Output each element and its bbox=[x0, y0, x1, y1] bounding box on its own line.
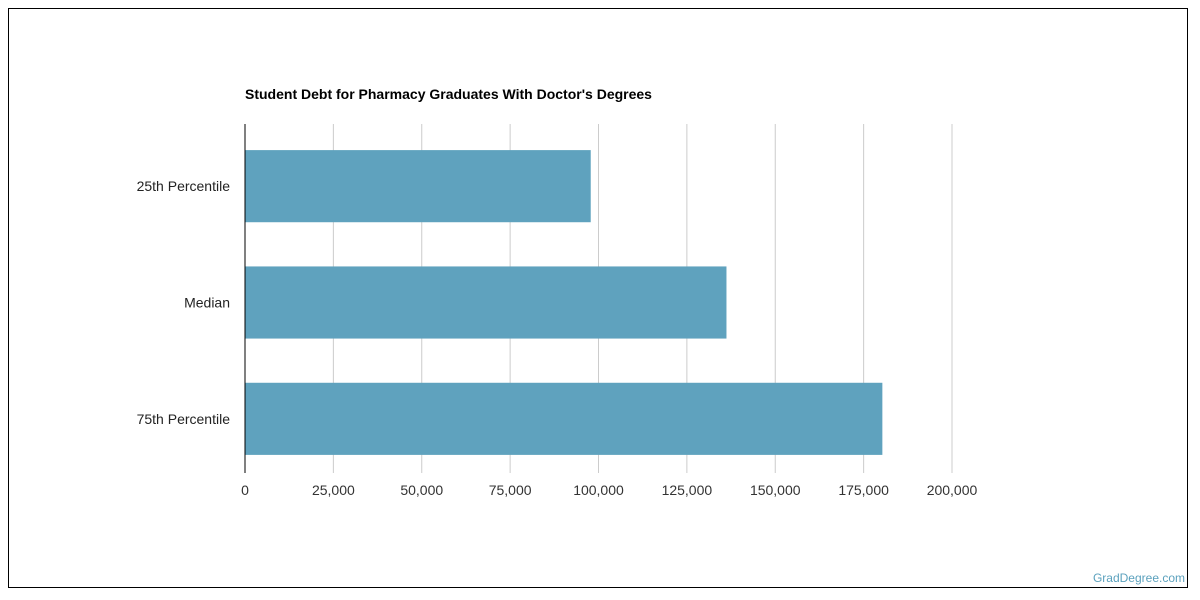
x-tick-label: 100,000 bbox=[573, 482, 624, 498]
x-tick-label: 50,000 bbox=[400, 482, 443, 498]
bars bbox=[245, 150, 883, 455]
labels: 0 25,000 50,000 75,000 100,000 125,000 150,000… bbox=[137, 178, 978, 498]
bar bbox=[245, 150, 591, 223]
x-tick-label: 25,000 bbox=[312, 482, 355, 498]
x-tick-label: 200,000 bbox=[927, 482, 978, 498]
bar bbox=[245, 382, 883, 455]
watermark-text: GradDegree.com bbox=[1093, 571, 1185, 585]
x-tick-label: 0 bbox=[241, 482, 249, 498]
bar bbox=[245, 266, 727, 339]
chart-title: Student Debt for Pharmacy Graduates With… bbox=[245, 86, 652, 102]
category-label: 25th Percentile bbox=[137, 178, 231, 194]
x-tick-label: 175,000 bbox=[838, 482, 889, 498]
category-label: Median bbox=[184, 295, 230, 311]
category-label: 75th Percentile bbox=[137, 411, 231, 427]
x-tick-label: 75,000 bbox=[489, 482, 532, 498]
x-tick-label: 150,000 bbox=[750, 482, 801, 498]
x-tick-label: 125,000 bbox=[662, 482, 713, 498]
